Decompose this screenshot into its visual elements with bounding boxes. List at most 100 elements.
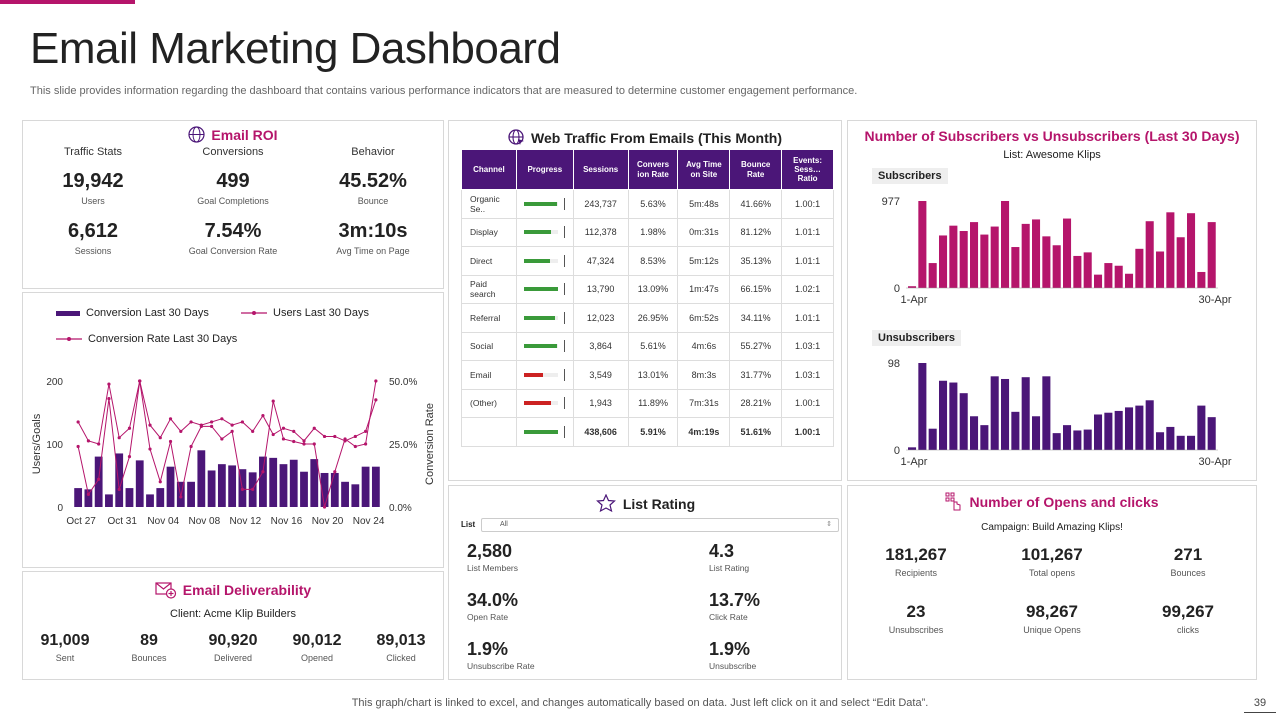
- bar: [279, 464, 288, 507]
- conversion-rate-point: [199, 424, 203, 428]
- col-header[interactable]: Convers ion Rate: [627, 149, 679, 190]
- cell-time: 5m:48s: [677, 189, 731, 219]
- progress-fill: [524, 315, 555, 320]
- table-row[interactable]: Referral 12,023 26.95% 6m:52s 34.11% 1.01:1: [461, 303, 834, 333]
- col-header[interactable]: Avg Time on Site: [677, 149, 731, 190]
- table-row[interactable]: Direct 47,324 8.53% 5m:12s 35.13% 1.01:1: [461, 246, 834, 276]
- x-tick: Nov 24: [353, 516, 385, 527]
- y-left-tick: 100: [46, 440, 63, 451]
- globe-pointer-icon: [508, 129, 525, 146]
- users-point: [158, 436, 162, 440]
- col-header[interactable]: Channel: [461, 149, 517, 190]
- bar: [1166, 426, 1175, 450]
- bar: [1083, 429, 1092, 450]
- email-roi-header: Email ROI: [23, 126, 443, 143]
- legend-item-conversion-rate[interactable]: Conversion Rate Last 30 Days: [56, 333, 237, 345]
- deliverability-stats: 91,009 Sent 89 Bounces 90,920 Delivered 90,…: [23, 632, 443, 663]
- progress-fill: [524, 344, 557, 349]
- progress-track: [524, 230, 559, 235]
- table-total-row[interactable]: 438,606 5.91% 4m:19s 51.61% 1.00:1: [461, 417, 834, 447]
- bar: [990, 376, 999, 450]
- bar: [187, 481, 195, 507]
- cell-bounce: 66.15%: [729, 274, 783, 304]
- x-tick: Oct 27: [66, 516, 96, 527]
- opens-kpi: 99,267 clicks: [1120, 602, 1256, 635]
- cell-ratio: 1.00:1: [781, 189, 834, 219]
- table-row[interactable]: Organic Se.. 243,737 5.63% 5m:48s 41.66% 1.00…: [461, 189, 834, 219]
- bar: [959, 231, 968, 288]
- table-row[interactable]: Email 3,549 13.01% 8m:3s 31.77% 1.03:1: [461, 360, 834, 390]
- roi-kpi: 3m:10s Avg Time on Page: [303, 220, 443, 256]
- conversion-rate-point: [333, 470, 337, 474]
- conversion-chart-panel: Conversion Last 30 Days Users Last 30 Da…: [22, 292, 444, 568]
- x-tick: Nov 12: [230, 516, 262, 527]
- bar: [1032, 416, 1041, 450]
- list-select[interactable]: All ⇕: [481, 518, 839, 532]
- progress-bar: [519, 226, 571, 239]
- progress-target-marker: [564, 283, 566, 296]
- col-header[interactable]: Sessions: [572, 149, 629, 190]
- cell-bounce: 34.11%: [729, 303, 783, 333]
- subscribers-bar-chart: 977 01-Apr 30-Apr: [882, 196, 1232, 306]
- stat-value: 34.0%: [467, 590, 519, 610]
- legend-label: Conversion Last 30 Days: [86, 307, 209, 319]
- progress-bar: [519, 340, 571, 353]
- cell-progress: [515, 331, 574, 361]
- list-rating-title: List Rating: [622, 496, 696, 512]
- users-point: [189, 420, 193, 424]
- table-row[interactable]: (Other) 1,943 11.89% 7m:31s 28.21% 1.00:1: [461, 388, 834, 418]
- users-point: [179, 429, 183, 433]
- web-traffic-panel: Web Traffic From Emails (This Month) Cha…: [448, 120, 842, 481]
- cell-time: 4m:6s: [677, 331, 731, 361]
- stat-value: 13.7%: [709, 590, 761, 610]
- roi-kpi: 45.52% Bounce: [303, 170, 443, 206]
- conversion-rate-point: [271, 399, 275, 403]
- x-tick: Nov 04: [147, 516, 179, 527]
- bar: [939, 235, 948, 288]
- bar: [928, 428, 937, 450]
- y-tick-min: 0: [894, 283, 900, 295]
- web-traffic-header: Web Traffic From Emails (This Month): [449, 129, 841, 146]
- kpi-label: Recipients: [894, 568, 938, 578]
- users-point: [251, 429, 255, 433]
- y-left-tick: 200: [46, 377, 63, 388]
- kpi-value: 7.54%: [204, 220, 262, 242]
- table-row[interactable]: Social 3,864 5.61% 4m:6s 55.27% 1.03:1: [461, 331, 834, 361]
- cell-conv: 5.61%: [627, 331, 679, 361]
- kpi-label: clicks: [1177, 625, 1199, 635]
- users-point: [127, 426, 132, 430]
- conversion-rate-point: [117, 487, 121, 491]
- legend-item-users[interactable]: Users Last 30 Days: [241, 307, 369, 319]
- cell-time: 8m:3s: [677, 360, 731, 390]
- col-header[interactable]: Bounce Rate: [729, 149, 783, 190]
- legend-item-conversion[interactable]: Conversion Last 30 Days: [56, 307, 209, 319]
- legend-label: Users Last 30 Days: [273, 307, 369, 319]
- bar: [1011, 247, 1020, 288]
- progress-target-marker: [564, 425, 566, 438]
- bar: [115, 453, 124, 507]
- conversion-rate-point: [210, 424, 214, 428]
- conversion-rate-point: [127, 455, 132, 459]
- cell-conv: 13.09%: [627, 274, 679, 304]
- bar: [371, 466, 380, 507]
- progress-target-marker: [564, 226, 566, 239]
- bar: [1063, 425, 1072, 450]
- users-point: [322, 434, 327, 439]
- conversion-rate-point: [302, 442, 306, 446]
- users-point: [230, 423, 234, 427]
- table-row[interactable]: Paid search 13,790 13.09% 1m:47s 66.15% 1.02:…: [461, 274, 834, 304]
- cell-conv: 1.98%: [627, 217, 679, 247]
- kpi-value: 91,009: [40, 632, 90, 649]
- col-header[interactable]: Progress: [515, 149, 574, 190]
- star-rating-icon: [595, 494, 617, 514]
- page-number: 39: [1244, 697, 1276, 713]
- users-point: [374, 398, 378, 402]
- cell-channel: Direct: [461, 246, 517, 276]
- list-stat: 2,580 List Members: [467, 541, 518, 573]
- bar: [1032, 219, 1041, 288]
- cell-sessions: 243,737: [572, 189, 629, 219]
- col-header[interactable]: Events: Sess… Ratio: [781, 149, 834, 190]
- table-row[interactable]: Display 112,378 1.98% 0m:31s 81.12% 1.01:1: [461, 217, 834, 247]
- bar: [1094, 274, 1103, 288]
- unsubscribers-tag: Unsubscribers: [872, 330, 962, 346]
